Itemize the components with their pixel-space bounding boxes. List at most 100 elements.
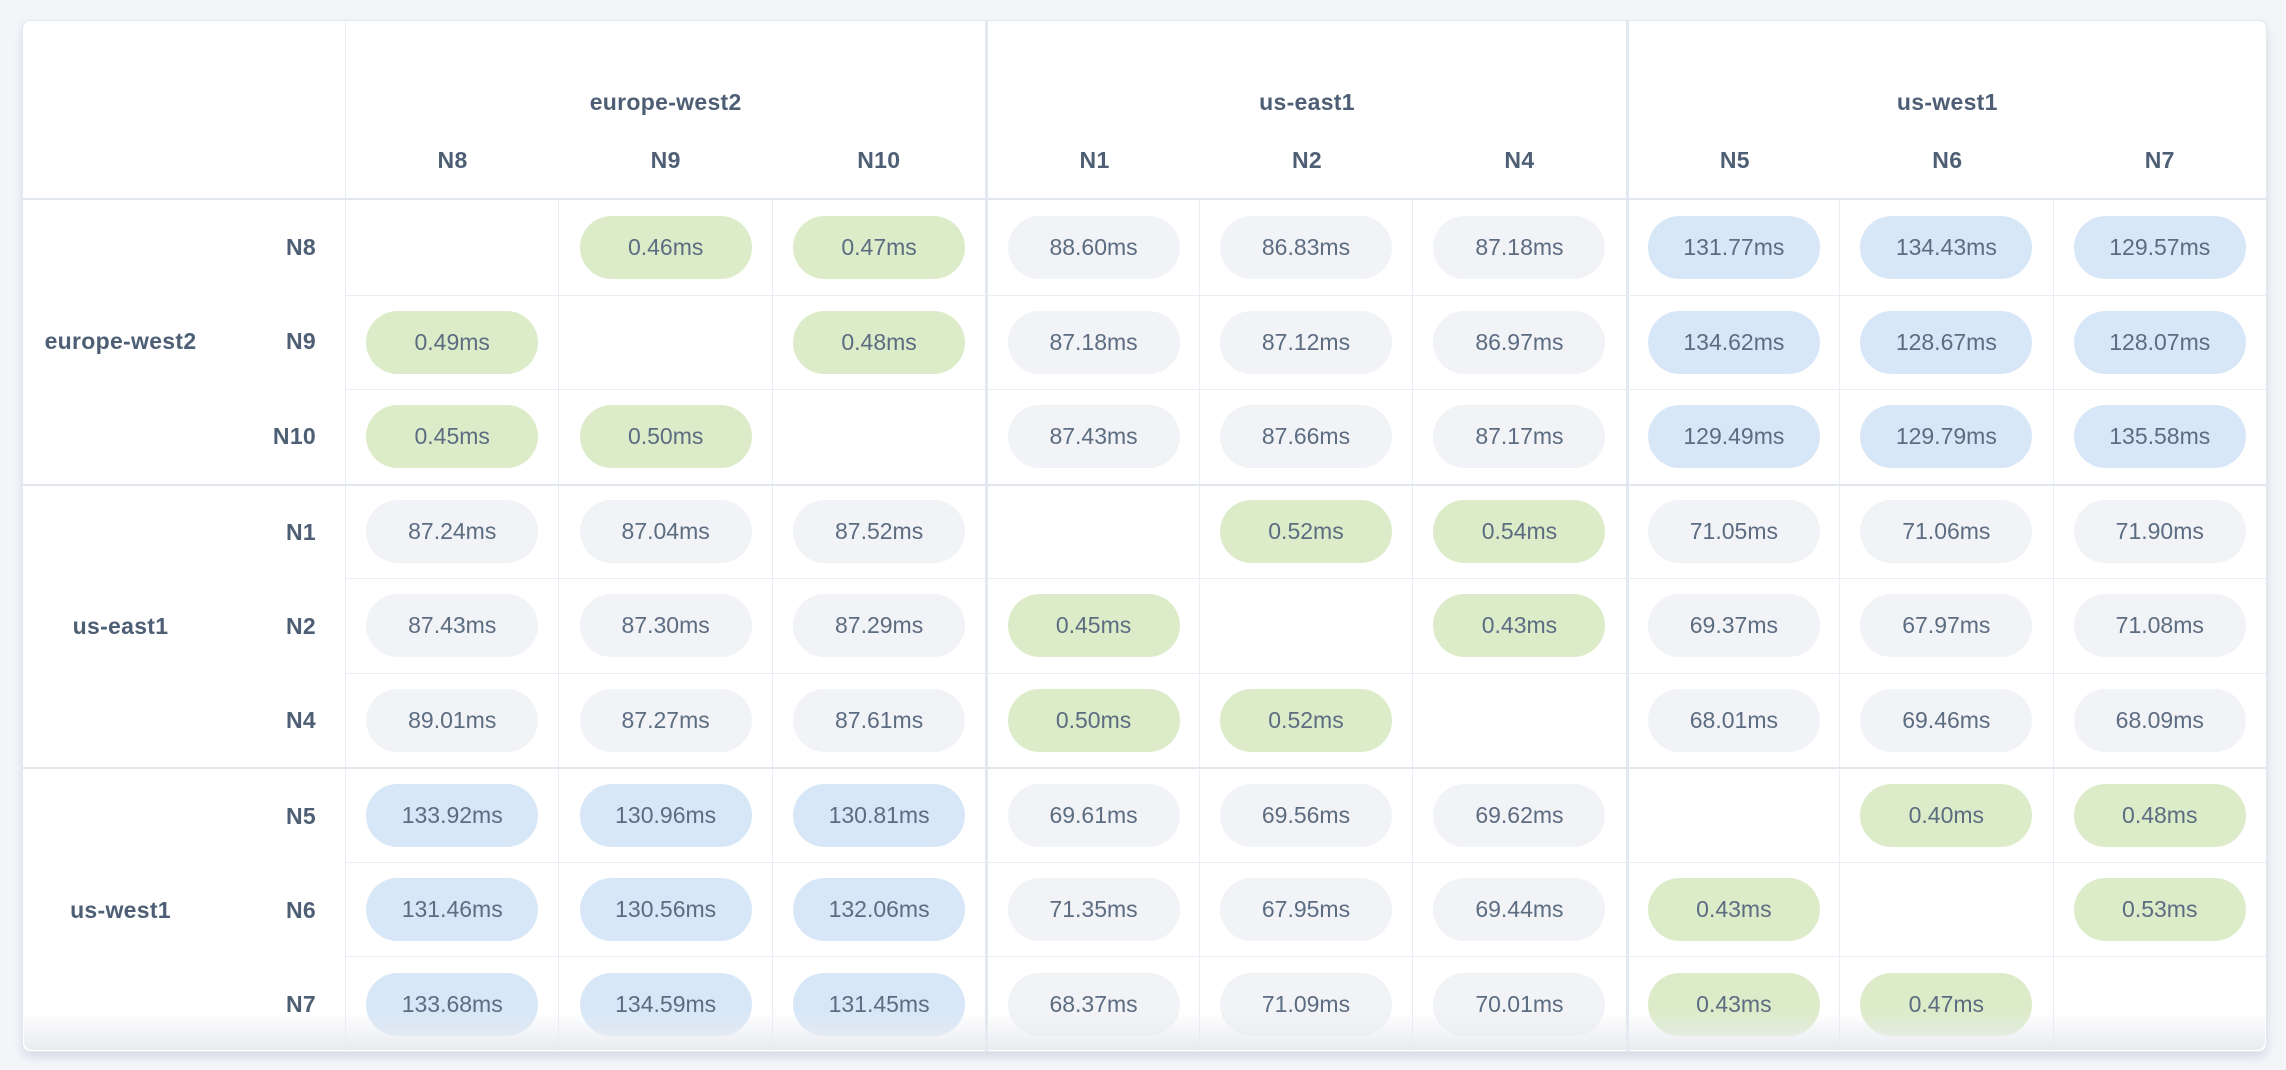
latency-cell: 0.43ms bbox=[1625, 956, 1840, 1051]
row-node-label: N2 bbox=[285, 612, 316, 639]
latency-pill: 0.47ms bbox=[1860, 972, 2033, 1036]
latency-cell: 131.46ms bbox=[345, 861, 559, 957]
latency-cell bbox=[1412, 672, 1626, 768]
latency-cell: 67.97ms bbox=[1839, 578, 2053, 673]
latency-pill: 129.57ms bbox=[2073, 215, 2246, 279]
latency-cell: 0.45ms bbox=[345, 389, 559, 484]
latency-cell: 67.95ms bbox=[1198, 861, 1413, 957]
latency-cell: 89.01ms bbox=[345, 672, 559, 768]
latency-cell: 0.40ms bbox=[1839, 767, 2053, 862]
latency-cell: 71.05ms bbox=[1625, 483, 1840, 579]
row-group-label: us-east1 N1 N2 N4 bbox=[23, 483, 345, 768]
latency-cell: 135.58ms bbox=[2052, 389, 2266, 484]
column-nodes-row: N1 N2 N4 bbox=[988, 122, 1625, 198]
latency-cell: 130.96ms bbox=[558, 767, 772, 862]
latency-cell: 69.62ms bbox=[1412, 767, 1626, 862]
row-node-label: N10 bbox=[272, 422, 316, 449]
column-node-label: N2 bbox=[1291, 146, 1322, 173]
latency-pill: 87.24ms bbox=[366, 500, 539, 564]
latency-pill: 69.37ms bbox=[1647, 594, 1820, 658]
latency-pill: 68.37ms bbox=[1007, 972, 1180, 1036]
latency-cell bbox=[1839, 861, 2053, 957]
column-region-row: us-west1 bbox=[1629, 21, 2266, 122]
latency-pill: 71.08ms bbox=[2073, 594, 2246, 658]
latency-pill: 0.45ms bbox=[366, 405, 539, 469]
row-nodes-zone: N5 N6 N7 bbox=[218, 769, 345, 1051]
latency-cell: 0.48ms bbox=[771, 294, 986, 390]
row-nodes-zone: N8 N9 N10 bbox=[218, 200, 345, 484]
latency-pill: 87.17ms bbox=[1433, 405, 1606, 469]
latency-pill: 87.04ms bbox=[579, 500, 752, 564]
column-node-label: N10 bbox=[857, 146, 901, 173]
latency-pill: 133.92ms bbox=[366, 784, 539, 848]
row-group-label: us-west1 N5 N6 N7 bbox=[23, 767, 345, 1051]
latency-cell: 130.81ms bbox=[771, 767, 986, 862]
latency-cell: 132.06ms bbox=[771, 861, 986, 957]
latency-pill: 130.81ms bbox=[793, 784, 966, 848]
latency-cell: 69.56ms bbox=[1198, 767, 1413, 862]
latency-pill: 87.66ms bbox=[1219, 405, 1392, 469]
latency-pill: 87.18ms bbox=[1433, 215, 1606, 279]
latency-pill: 0.52ms bbox=[1219, 689, 1392, 753]
latency-pill: 0.48ms bbox=[2073, 784, 2246, 848]
latency-cell: 87.43ms bbox=[985, 389, 1199, 484]
row-region-zone: us-west1 bbox=[23, 769, 218, 1051]
latency-pill: 130.96ms bbox=[579, 784, 752, 848]
latency-cell: 71.06ms bbox=[1839, 483, 2053, 579]
latency-cell bbox=[2052, 956, 2266, 1051]
latency-cell: 87.17ms bbox=[1412, 389, 1626, 484]
column-node-label: N4 bbox=[1504, 146, 1535, 173]
latency-cell: 68.37ms bbox=[985, 956, 1199, 1051]
latency-cell bbox=[558, 294, 772, 390]
latency-pill: 87.18ms bbox=[1007, 310, 1180, 374]
latency-cell: 0.49ms bbox=[345, 294, 559, 390]
latency-cell: 68.09ms bbox=[2052, 672, 2266, 768]
latency-pill: 0.46ms bbox=[579, 215, 752, 279]
latency-cell: 87.52ms bbox=[771, 483, 986, 579]
latency-cell: 129.57ms bbox=[2052, 200, 2266, 295]
latency-pill: 87.29ms bbox=[793, 594, 966, 658]
latency-cell: 0.43ms bbox=[1625, 861, 1840, 957]
row-node-label: N7 bbox=[285, 990, 316, 1017]
latency-cell: 0.52ms bbox=[1198, 483, 1413, 579]
latency-pill: 130.56ms bbox=[579, 878, 752, 942]
latency-matrix: europe-west2 N8 N9 N10 us-east1 N1 N2 N4 us-west… bbox=[23, 21, 2266, 1051]
column-node-label: N7 bbox=[2144, 146, 2175, 173]
column-node-label: N8 bbox=[437, 146, 468, 173]
latency-cell: 129.49ms bbox=[1625, 389, 1840, 484]
latency-pill: 69.61ms bbox=[1007, 784, 1180, 848]
latency-pill: 131.45ms bbox=[793, 972, 966, 1036]
corner-cell bbox=[23, 21, 345, 200]
latency-cell bbox=[1625, 767, 1840, 862]
row-node-label: N5 bbox=[285, 802, 316, 829]
column-region-row: europe-west2 bbox=[346, 21, 985, 122]
row-group-label: europe-west2 N8 N9 N10 bbox=[23, 200, 345, 484]
row-node-label: N8 bbox=[285, 233, 316, 260]
latency-cell: 129.79ms bbox=[1839, 389, 2053, 484]
row-region-label: us-west1 bbox=[70, 896, 171, 923]
latency-pill: 67.97ms bbox=[1860, 594, 2033, 658]
column-region-label: us-east1 bbox=[1259, 89, 1355, 115]
latency-pill: 0.40ms bbox=[1860, 784, 2033, 848]
latency-pill: 128.67ms bbox=[1860, 310, 2033, 374]
latency-pill: 0.50ms bbox=[1007, 689, 1180, 753]
latency-cell: 87.66ms bbox=[1198, 389, 1413, 484]
latency-cell bbox=[1198, 578, 1413, 673]
latency-cell: 69.37ms bbox=[1625, 578, 1840, 673]
latency-cell: 71.90ms bbox=[2052, 483, 2266, 579]
latency-cell: 131.45ms bbox=[771, 956, 986, 1051]
latency-cell: 0.50ms bbox=[985, 672, 1199, 768]
latency-cell: 86.83ms bbox=[1198, 200, 1412, 295]
latency-pill: 69.44ms bbox=[1433, 878, 1606, 942]
latency-cell: 69.61ms bbox=[985, 767, 1199, 862]
latency-pill: 133.68ms bbox=[366, 972, 539, 1036]
latency-matrix-card: europe-west2 N8 N9 N10 us-east1 N1 N2 N4 us-west… bbox=[22, 20, 2267, 1052]
latency-cell: 134.43ms bbox=[1839, 200, 2052, 295]
column-group-header: us-west1 N5 N6 N7 bbox=[1625, 21, 2266, 200]
latency-cell: 134.59ms bbox=[558, 956, 772, 1051]
latency-pill: 87.27ms bbox=[579, 689, 752, 753]
latency-pill: 0.45ms bbox=[1007, 594, 1180, 658]
latency-pill: 0.43ms bbox=[1433, 594, 1606, 658]
latency-pill: 132.06ms bbox=[793, 878, 966, 942]
latency-cell: 0.54ms bbox=[1412, 483, 1626, 579]
